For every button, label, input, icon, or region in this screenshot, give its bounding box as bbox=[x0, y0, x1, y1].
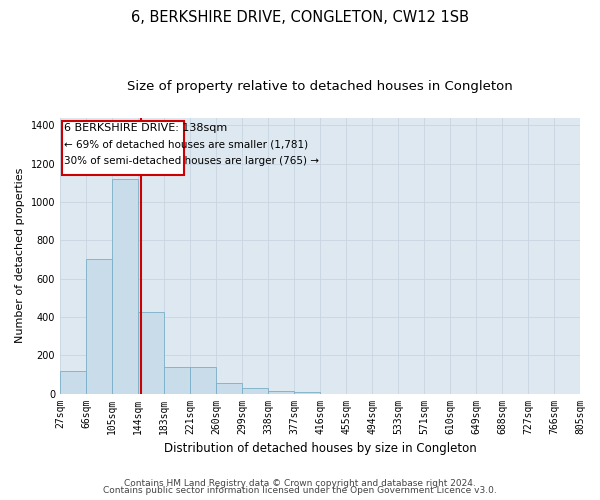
Bar bbox=[242, 388, 268, 394]
Bar bbox=[190, 366, 216, 394]
Text: Contains public sector information licensed under the Open Government Licence v3: Contains public sector information licen… bbox=[103, 486, 497, 495]
FancyBboxPatch shape bbox=[62, 120, 184, 175]
Bar bbox=[268, 390, 294, 394]
Title: Size of property relative to detached houses in Congleton: Size of property relative to detached ho… bbox=[127, 80, 513, 93]
Text: 6 BERKSHIRE DRIVE: 138sqm: 6 BERKSHIRE DRIVE: 138sqm bbox=[64, 122, 227, 132]
Bar bbox=[164, 366, 190, 394]
Y-axis label: Number of detached properties: Number of detached properties bbox=[15, 168, 25, 344]
Bar bbox=[60, 370, 86, 394]
Text: ← 69% of detached houses are smaller (1,781): ← 69% of detached houses are smaller (1,… bbox=[64, 140, 308, 150]
Text: Contains HM Land Registry data © Crown copyright and database right 2024.: Contains HM Land Registry data © Crown c… bbox=[124, 478, 476, 488]
Bar bbox=[86, 260, 112, 394]
Text: 6, BERKSHIRE DRIVE, CONGLETON, CW12 1SB: 6, BERKSHIRE DRIVE, CONGLETON, CW12 1SB bbox=[131, 10, 469, 25]
Bar bbox=[138, 312, 164, 394]
X-axis label: Distribution of detached houses by size in Congleton: Distribution of detached houses by size … bbox=[164, 442, 476, 455]
Bar bbox=[294, 392, 320, 394]
Bar bbox=[112, 179, 138, 394]
Text: 30% of semi-detached houses are larger (765) →: 30% of semi-detached houses are larger (… bbox=[64, 156, 319, 166]
Bar bbox=[216, 383, 242, 394]
